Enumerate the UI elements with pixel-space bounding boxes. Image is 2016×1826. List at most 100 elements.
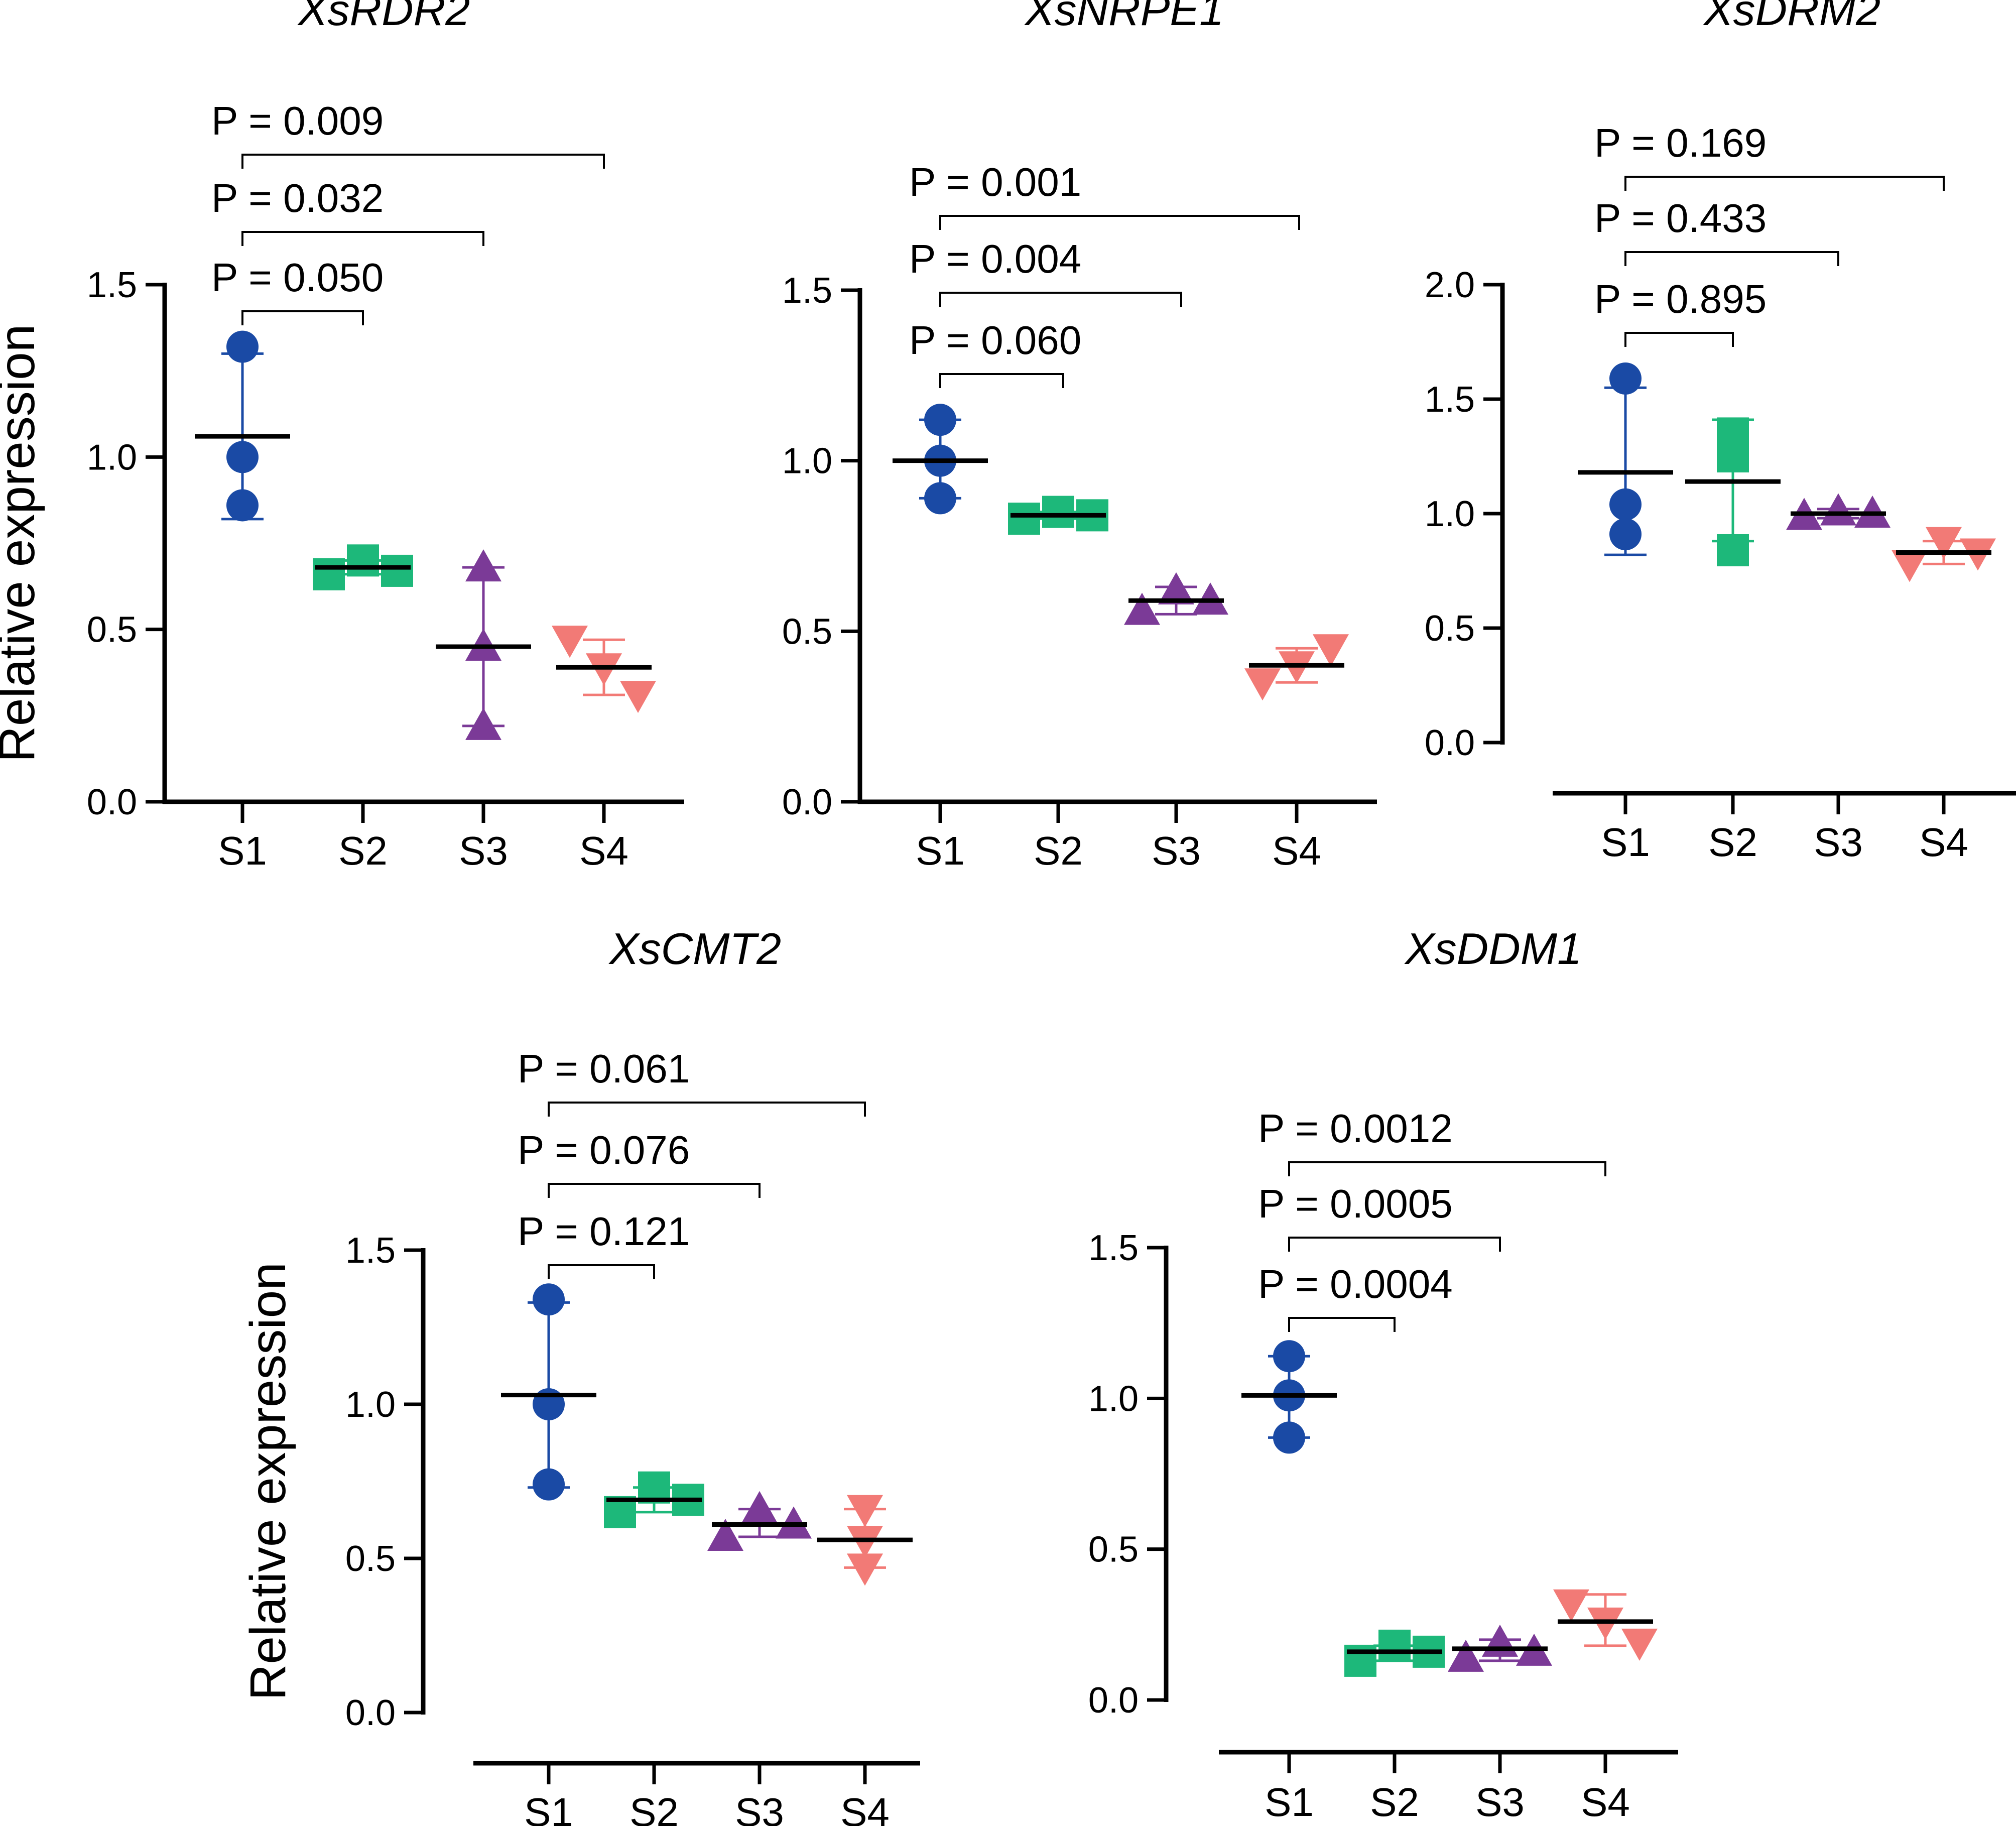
data-point-s4 bbox=[1313, 634, 1349, 667]
significance-bracket bbox=[241, 154, 605, 169]
p-value-label: P = 0.009 bbox=[211, 98, 384, 143]
y-tick-label: 0.0 bbox=[87, 782, 137, 822]
x-category-label: S2 bbox=[338, 828, 388, 873]
p-value-label: P = 0.061 bbox=[518, 1046, 690, 1091]
data-point-s2 bbox=[1717, 534, 1749, 566]
x-category-label: S3 bbox=[1152, 828, 1201, 873]
data-point-s2 bbox=[1717, 440, 1749, 472]
significance-bracket bbox=[939, 373, 1064, 388]
data-point-s4 bbox=[1244, 668, 1281, 701]
data-point-s1 bbox=[226, 489, 259, 522]
data-point-s2 bbox=[381, 554, 413, 587]
significance-bracket bbox=[1288, 1237, 1501, 1252]
data-point-s1 bbox=[1609, 518, 1642, 551]
data-point-s4 bbox=[847, 1495, 883, 1527]
panel-title: XsRDR2 bbox=[297, 0, 470, 35]
y-tick-label: 0.0 bbox=[345, 1693, 396, 1733]
data-point-s3 bbox=[465, 707, 501, 740]
significance-bracket bbox=[1624, 251, 1839, 266]
significance-bracket bbox=[1624, 176, 1945, 191]
y-tick-label: 1.0 bbox=[345, 1385, 396, 1425]
x-category-label: S4 bbox=[840, 1790, 890, 1826]
y-tick-label: 1.5 bbox=[782, 271, 832, 311]
significance-bracket bbox=[1624, 332, 1734, 347]
p-value-label: P = 0.060 bbox=[909, 318, 1081, 362]
x-category-label: S3 bbox=[735, 1790, 784, 1826]
x-category-label: S2 bbox=[629, 1790, 679, 1826]
y-tick-label: 1.5 bbox=[87, 265, 137, 305]
data-point-s1 bbox=[1609, 362, 1642, 395]
significance-bracket bbox=[939, 215, 1300, 230]
x-category-label: S4 bbox=[1581, 1780, 1630, 1824]
x-category-label: S1 bbox=[524, 1790, 573, 1826]
y-tick-label: 0.5 bbox=[87, 610, 137, 650]
x-category-label: S2 bbox=[1370, 1780, 1419, 1824]
data-point-s1 bbox=[1273, 1340, 1305, 1373]
p-value-label: P = 0.0012 bbox=[1258, 1106, 1453, 1151]
y-axis-label: Relative expression bbox=[240, 1262, 296, 1700]
y-tick-label: 2.0 bbox=[1425, 265, 1475, 305]
x-category-label: S3 bbox=[1475, 1780, 1525, 1824]
p-value-label: P = 0.121 bbox=[518, 1209, 690, 1254]
y-tick-label: 0.5 bbox=[1425, 608, 1475, 649]
panel-xsddm1: XsDDM1 0.0 0.5 1.0 1.5 S1 S2 S3 S4 P = 0.0004 P = … bbox=[1088, 924, 1678, 1824]
panel-title: XsCMT2 bbox=[608, 924, 781, 973]
panel-xscmt2: XsCMT2 Relative expression 0.0 0.5 1.0 1.5 S1 S… bbox=[240, 924, 920, 1826]
data-point-s1 bbox=[1273, 1421, 1305, 1454]
panel-title: XsNRPE1 bbox=[1024, 0, 1224, 35]
x-category-label: S1 bbox=[218, 828, 267, 873]
x-category-label: S2 bbox=[1708, 820, 1757, 865]
x-category-label: S4 bbox=[579, 828, 628, 873]
significance-bracket bbox=[548, 1183, 761, 1198]
p-value-label: P = 0.004 bbox=[909, 236, 1081, 281]
panel-title: XsDRM2 bbox=[1703, 0, 1880, 35]
y-tick-label: 1.0 bbox=[782, 441, 832, 481]
p-value-label: P = 0.032 bbox=[211, 176, 384, 220]
data-point-s1 bbox=[226, 330, 259, 363]
y-tick-label: 1.0 bbox=[1425, 494, 1475, 534]
x-category-label: S4 bbox=[1919, 820, 1968, 865]
data-point-s4 bbox=[620, 681, 656, 713]
data-point-s2 bbox=[1042, 496, 1074, 528]
significance-bracket bbox=[939, 292, 1182, 307]
y-axis-label: Relative expression bbox=[0, 324, 45, 763]
y-tick-label: 0.0 bbox=[1425, 723, 1475, 763]
data-point-s4 bbox=[552, 626, 588, 658]
p-value-label: P = 0.895 bbox=[1594, 277, 1767, 321]
x-category-label: S1 bbox=[916, 828, 965, 873]
data-point-s1 bbox=[924, 404, 956, 436]
data-point-s1 bbox=[924, 482, 956, 515]
significance-bracket bbox=[1288, 1317, 1396, 1332]
data-point-s2 bbox=[313, 558, 345, 590]
y-tick-label: 0.0 bbox=[782, 782, 832, 822]
x-category-label: S3 bbox=[459, 828, 508, 873]
significance-bracket bbox=[548, 1102, 866, 1117]
y-tick-label: 1.5 bbox=[1425, 380, 1475, 420]
data-point-s1 bbox=[533, 1283, 565, 1316]
x-category-label: S1 bbox=[1265, 1780, 1314, 1824]
y-tick-label: 1.5 bbox=[1088, 1228, 1139, 1268]
x-category-label: S4 bbox=[1272, 828, 1321, 873]
data-point-s1 bbox=[226, 441, 259, 473]
y-tick-label: 0.5 bbox=[1088, 1530, 1139, 1570]
significance-bracket bbox=[548, 1264, 655, 1279]
y-tick-label: 1.0 bbox=[87, 437, 137, 477]
data-point-s3 bbox=[465, 549, 501, 582]
data-point-s2 bbox=[1008, 503, 1040, 535]
p-value-label: P = 0.169 bbox=[1594, 120, 1767, 165]
panel-title: XsDDM1 bbox=[1404, 924, 1582, 973]
data-point-s4 bbox=[1926, 527, 1962, 559]
data-point-s4 bbox=[847, 1553, 883, 1586]
y-tick-label: 1.0 bbox=[1088, 1379, 1139, 1419]
data-point-s3 bbox=[707, 1519, 743, 1551]
y-tick-label: 0.5 bbox=[782, 612, 832, 652]
data-point-s2 bbox=[347, 544, 379, 577]
significance-bracket bbox=[241, 310, 364, 325]
y-tick-label: 1.5 bbox=[345, 1231, 396, 1271]
p-value-label: P = 0.0004 bbox=[1258, 1262, 1453, 1306]
y-tick-label: 0.5 bbox=[345, 1539, 396, 1579]
p-value-label: P = 0.050 bbox=[211, 255, 384, 300]
data-point-s4 bbox=[1553, 1589, 1589, 1622]
significance-bracket bbox=[1288, 1161, 1606, 1176]
